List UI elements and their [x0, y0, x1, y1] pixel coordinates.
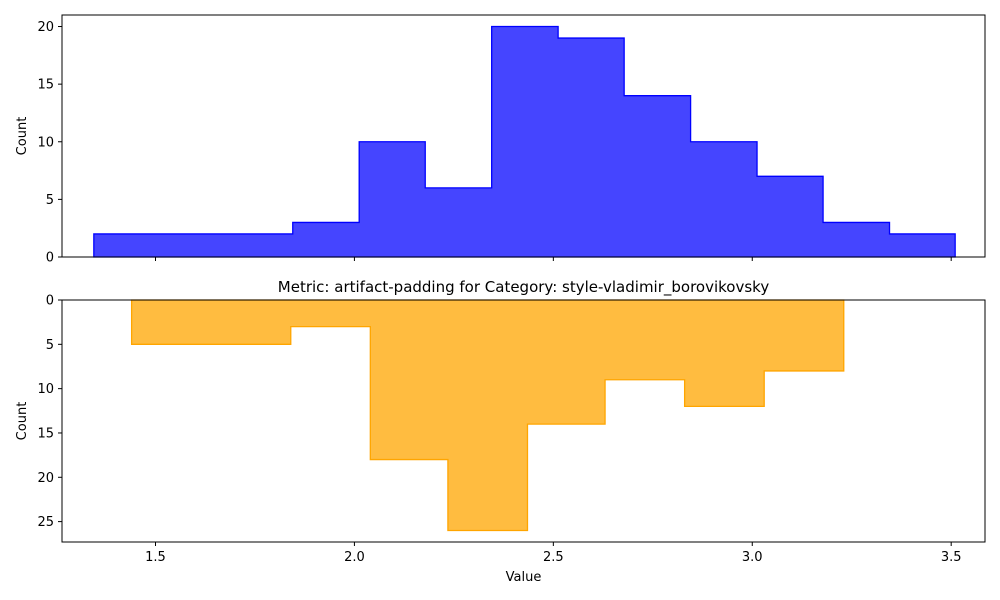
y-tick-label: 15 — [37, 78, 54, 93]
x-tick-label: 2.5 — [543, 550, 564, 565]
y-tick-label: 25 — [37, 515, 54, 530]
subplot-1: 0 5 10 15 20 Count — [15, 14, 986, 266]
plot-frame — [61, 299, 986, 543]
y-tick-label: 10 — [37, 382, 54, 397]
y-axis-label: Count — [15, 117, 30, 156]
x-axis-label: Value — [506, 570, 542, 585]
y-tick-label: 0 — [46, 251, 54, 266]
x-tick-label: 1.5 — [145, 550, 166, 565]
y-axis-label: Count — [15, 402, 30, 441]
histogram-series-1 — [130, 299, 845, 532]
plot-frame — [61, 14, 986, 258]
x-tick-label: 3.0 — [742, 550, 763, 565]
histogram-series-1 — [93, 25, 956, 258]
y-tick-label: 5 — [46, 338, 54, 353]
subplot-2: 0 5 10 15 20 25 1.5 2.0 2.5 3.0 3.5 Count Value Metri… — [15, 278, 986, 585]
y-tick-label: 20 — [37, 20, 54, 35]
y-tick-label: 5 — [46, 193, 54, 208]
y-tick-label: 10 — [37, 135, 54, 150]
x-tick-label: 3.5 — [941, 550, 962, 565]
chart-title: Metric: artifact-padding for Category: s… — [278, 278, 770, 297]
x-tick-label: 2.0 — [344, 550, 365, 565]
y-tick-label: 0 — [46, 294, 54, 309]
y-tick-label: 15 — [37, 426, 54, 441]
y-tick-label: 20 — [37, 471, 54, 486]
